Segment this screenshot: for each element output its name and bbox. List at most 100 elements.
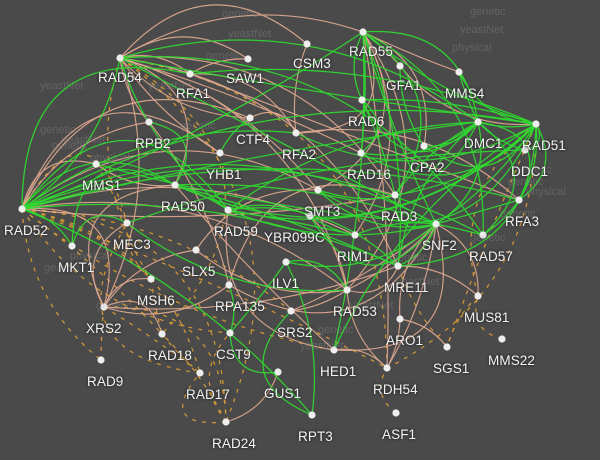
edge-genetic [21,208,227,423]
graph-node-rfa3[interactable] [515,196,523,204]
edge-coexpression [397,223,437,267]
graph-node-mus81[interactable] [474,292,482,300]
graph-node-rpb2[interactable] [145,118,153,126]
edge-genetic [100,222,201,374]
graph-node-hed1[interactable] [330,346,338,354]
graph-node-gus1[interactable] [274,368,282,376]
graph-node-srs2[interactable] [287,307,295,315]
edge-coexpression [360,121,479,156]
graph-node-snf2[interactable] [432,220,440,228]
edge-coexpression [21,139,229,211]
graph-node-rad51[interactable] [532,120,540,128]
edge-coexpression [21,66,191,210]
graph-node-csm3[interactable] [303,40,311,48]
graph-node-mms22[interactable] [498,335,506,343]
edge-coexpression [309,215,437,266]
graph-node-slx5[interactable] [192,246,200,254]
edge-genetic [182,372,227,424]
edge-genetic [21,208,102,361]
graph-node-sgs1[interactable] [443,343,451,351]
graph-node-rpa135[interactable] [225,281,233,289]
graph-node-rad57[interactable] [479,231,487,239]
edge-coexpression [399,65,425,147]
edge-coexpression [317,189,437,228]
edge-genetic [95,163,128,224]
edge-coexpression [397,123,537,267]
graph-node-rad6[interactable] [358,96,366,104]
graph-node-mkt1[interactable] [68,242,76,250]
graph-node-ctf4[interactable] [246,114,254,122]
edge-physical [119,57,399,267]
graph-node-rad50[interactable] [171,181,179,189]
edge-coexpression [95,163,437,225]
graph-node-mms1[interactable] [92,160,100,168]
edge-coexpression [21,203,399,267]
edge-genetic [126,222,152,280]
graph-node-rad24[interactable] [222,418,230,426]
edge-coexpression [119,57,437,225]
graph-node-rad59[interactable] [224,206,232,214]
edge-genetic [119,57,226,335]
edge-coexpression [362,31,437,225]
graph-node-dmc1[interactable] [474,118,482,126]
graph-node-rad55[interactable] [359,28,367,36]
edge-physical [21,207,110,308]
graph-node-smt3[interactable] [314,186,322,194]
edge-physical [225,209,335,351]
edge-coexpression [361,99,396,196]
graph-node-mre11[interactable] [394,262,402,270]
graph-node-rim1[interactable] [351,231,359,239]
graph-node-rad52[interactable] [18,205,26,213]
graph-node-rad3[interactable] [391,191,399,199]
edge-physical [346,31,407,291]
edge-genetic [21,208,201,374]
edge-coexpression [21,163,437,225]
graph-node-aro1[interactable] [396,315,404,323]
edge-physical [295,128,520,201]
edge-coexpression [21,130,297,210]
graph-node-saw1[interactable] [244,55,252,63]
graph-node-msh6[interactable] [147,275,155,283]
edge-coexpression [229,261,287,334]
edge-coexpression [482,123,538,236]
edge-genetic [161,333,227,423]
edge-physical [103,300,163,335]
edge-coexpression [148,121,188,186]
graph-node-rad54[interactable] [116,54,124,62]
graph-node-rad17[interactable] [196,369,204,377]
graph-node-rad16[interactable] [357,149,365,157]
graph-node-cpa2[interactable] [420,142,428,150]
graph-node-rad18[interactable] [158,330,166,338]
graph-node-gfa1[interactable] [396,62,404,70]
graph-node-rad53[interactable] [343,286,351,294]
graph-node-rfa2[interactable] [292,129,300,137]
graph-node-cst9[interactable] [226,329,234,337]
graph-node-ilv1[interactable] [282,258,290,266]
graph-node-rad9[interactable] [97,356,105,364]
edge-coexpression [21,208,73,247]
graph-node-mms4[interactable] [455,68,463,76]
graph-node-yhb1[interactable] [216,149,224,157]
edge-genetic [21,153,128,224]
edge-physical [189,73,520,201]
graph-node-mec3[interactable] [123,219,131,227]
edge-coexpression [317,121,479,200]
edge-coexpression [353,31,364,101]
edge-physical [174,184,335,351]
edge-coexpression [477,121,531,201]
edge-coexpression [227,207,399,267]
edge-physical [103,278,152,308]
edge-physical [399,223,437,320]
graph-node-rdh54[interactable] [383,364,391,372]
graph-node-asf1[interactable] [392,409,400,417]
edge-coexpression [477,121,526,151]
graph-node-rfa1[interactable] [186,70,194,78]
node-group[interactable] [18,28,540,426]
edge-coexpression [394,121,479,196]
graph-node-xrs2[interactable] [100,303,108,311]
graph-node-rpt3[interactable] [308,411,316,419]
graph-node-ddc1[interactable] [521,146,529,154]
graph-node-ybr099c[interactable] [306,212,314,220]
